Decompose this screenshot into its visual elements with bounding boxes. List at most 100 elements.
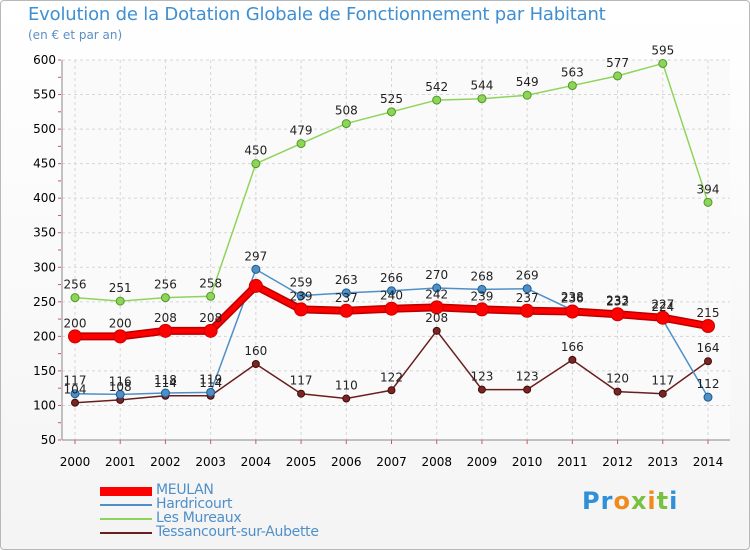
- data-label-tessancourt-sur-aubette: 123: [470, 370, 493, 384]
- data-point: [203, 323, 218, 338]
- data-label-les-mureaux: 544: [470, 79, 493, 93]
- y-tick-label: 500: [33, 122, 56, 136]
- y-tick-label: 450: [33, 157, 56, 171]
- data-label-tessancourt-sur-aubette: 208: [425, 311, 448, 325]
- data-label-meulan: 200: [64, 316, 87, 330]
- x-tick-label: 2004: [241, 455, 272, 469]
- data-label-tessancourt-sur-aubette: 110: [335, 379, 358, 393]
- x-tick-label: 2002: [150, 455, 181, 469]
- series-meulan: [68, 278, 715, 344]
- data-point: [297, 389, 306, 398]
- data-label-les-mureaux: 542: [425, 80, 448, 94]
- y-tick-label: 50: [41, 433, 56, 447]
- data-point: [565, 304, 580, 319]
- data-point: [341, 288, 351, 298]
- data-label-meulan: 200: [109, 316, 132, 330]
- data-point: [610, 307, 625, 322]
- data-point: [703, 197, 713, 207]
- data-label-meulan: 236: [561, 291, 584, 305]
- data-label-tessancourt-sur-aubette: 117: [651, 374, 674, 388]
- data-label-hardricourt: 259: [290, 276, 313, 290]
- data-label-tessancourt-sur-aubette: 114: [154, 376, 177, 390]
- data-label-hardricourt: 117: [64, 374, 87, 388]
- x-tick-label: 2001: [105, 455, 136, 469]
- data-point: [206, 387, 216, 397]
- data-point: [523, 385, 532, 394]
- data-label-meulan: 239: [470, 289, 493, 303]
- data-point: [429, 300, 444, 315]
- data-label-meulan: 240: [380, 289, 403, 303]
- legend-label: Hardricourt: [156, 496, 233, 512]
- proxiti-logo: Proxiti: [582, 487, 679, 515]
- data-point: [613, 387, 622, 396]
- data-label-les-mureaux: 251: [109, 281, 132, 295]
- data-label-meulan: 215: [697, 306, 720, 320]
- x-tick-label: 2014: [693, 455, 724, 469]
- legend-swatch: [100, 518, 152, 520]
- data-label-hardricourt: 266: [380, 271, 403, 285]
- data-point: [520, 303, 535, 318]
- data-point: [522, 284, 532, 294]
- data-label-tessancourt-sur-aubette: 117: [290, 374, 313, 388]
- series-les-mureaux: [70, 58, 713, 306]
- x-tick-label: 2008: [421, 455, 452, 469]
- x-tick-label: 2000: [60, 455, 91, 469]
- data-point: [251, 159, 261, 169]
- data-point: [432, 95, 442, 105]
- legend-swatch: [100, 504, 152, 506]
- data-point: [567, 81, 577, 91]
- data-point: [248, 278, 263, 293]
- data-point: [432, 326, 441, 335]
- y-tick-label: 200: [33, 329, 56, 343]
- data-point: [160, 293, 170, 303]
- data-point: [387, 286, 396, 296]
- data-point: [474, 302, 489, 317]
- y-tick-label: 150: [33, 364, 56, 378]
- data-point: [115, 296, 125, 306]
- data-label-meulan: 242: [425, 287, 448, 301]
- data-point: [296, 139, 306, 149]
- data-label-les-mureaux: 508: [335, 104, 358, 118]
- data-point: [704, 357, 712, 366]
- data-label-les-mureaux: 256: [154, 278, 177, 292]
- data-label-hardricourt: 233: [606, 294, 629, 308]
- data-point: [432, 283, 442, 293]
- data-label-hardricourt: 270: [425, 268, 448, 282]
- data-label-les-mureaux: 549: [516, 75, 539, 89]
- chart-title: Evolution de la Dotation Globale de Fonc…: [28, 4, 606, 25]
- data-point: [339, 303, 354, 318]
- data-point: [113, 329, 128, 344]
- data-label-tessancourt-sur-aubette: 122: [380, 370, 403, 384]
- x-tick-label: 2005: [286, 455, 317, 469]
- x-tick-label: 2013: [648, 455, 679, 469]
- data-point: [251, 360, 260, 368]
- data-label-les-mureaux: 595: [651, 43, 674, 57]
- data-label-hardricourt: 119: [199, 372, 222, 386]
- data-point: [655, 310, 670, 325]
- data-label-les-mureaux: 525: [380, 92, 403, 106]
- data-label-meulan: 232: [606, 294, 629, 308]
- data-point: [158, 323, 173, 338]
- data-point: [387, 386, 396, 395]
- data-point: [701, 319, 715, 333]
- data-label-tessancourt-sur-aubette: 164: [697, 341, 720, 355]
- data-point: [477, 94, 487, 104]
- data-label-hardricourt: 263: [335, 273, 358, 287]
- data-label-hardricourt: 116: [109, 374, 132, 388]
- data-label-hardricourt: 118: [154, 373, 177, 387]
- data-point: [71, 398, 79, 407]
- data-point: [206, 291, 216, 301]
- data-point: [384, 301, 399, 316]
- data-label-les-mureaux: 450: [244, 144, 267, 158]
- data-point: [160, 388, 170, 398]
- data-label-tessancourt-sur-aubette: 114: [199, 376, 222, 390]
- data-label-tessancourt-sur-aubette: 123: [516, 370, 539, 384]
- data-point: [342, 394, 351, 403]
- data-point: [296, 291, 306, 301]
- legend-swatch: [100, 486, 152, 496]
- x-tick-label: 2006: [331, 455, 362, 469]
- data-label-meulan: 227: [651, 298, 674, 312]
- x-tick-label: 2007: [376, 455, 407, 469]
- data-label-les-mureaux: 577: [606, 56, 629, 70]
